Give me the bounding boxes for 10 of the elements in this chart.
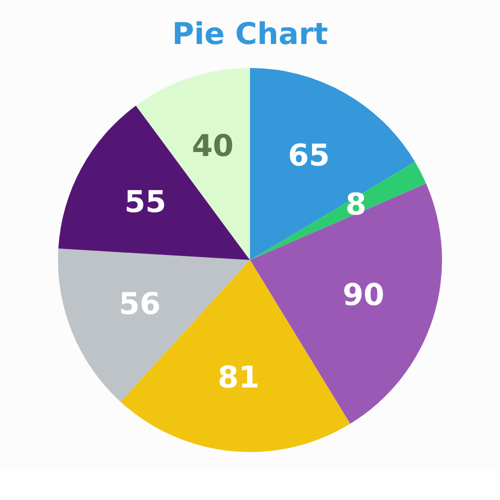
data-label: 65 (288, 138, 330, 174)
pie-slice (250, 68, 415, 260)
data-label: 56 (118, 286, 161, 322)
data-label: 90 (342, 278, 384, 313)
data-label: 40 (192, 128, 234, 164)
data-label: 81 (218, 360, 260, 396)
pie-slice (58, 106, 250, 260)
data-label: 8 (346, 188, 366, 223)
data-label: 55 (124, 185, 166, 220)
chart-title: Pie Chart (172, 17, 328, 52)
